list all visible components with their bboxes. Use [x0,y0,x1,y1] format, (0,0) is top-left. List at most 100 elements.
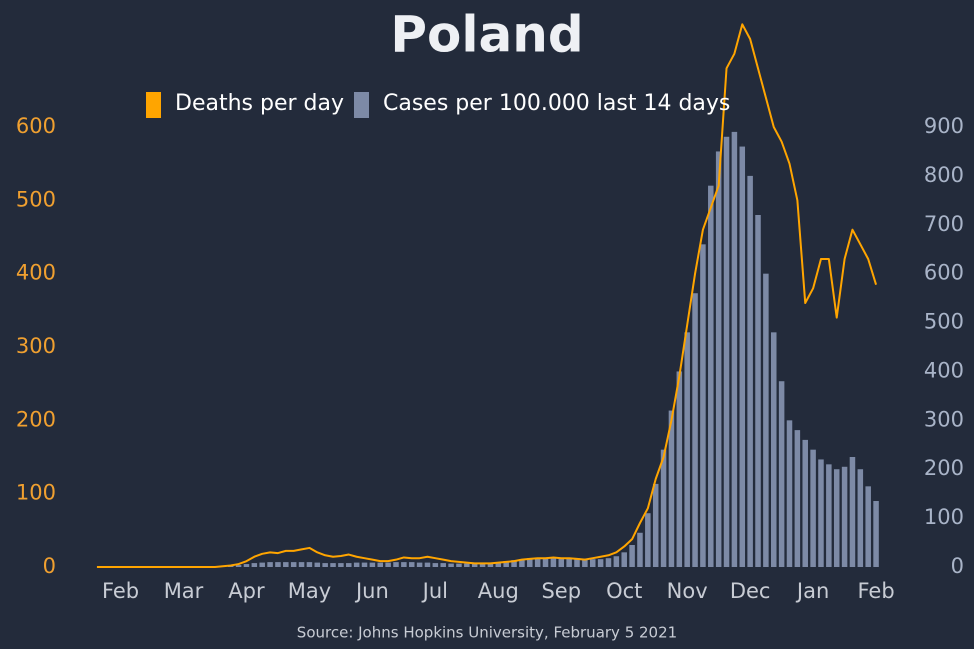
bar [841,466,848,567]
bar [393,562,399,567]
bar [440,563,446,567]
bar [621,552,627,567]
bar [243,564,250,567]
bar [487,562,494,567]
y-tick-label: 300 [16,334,56,358]
x-tick-label: Apr [228,579,265,603]
bar [747,175,753,567]
bar [416,562,423,567]
bar [826,464,832,567]
bar [283,562,289,567]
y2-tick-label: 900 [924,114,964,138]
bar [369,562,376,567]
bar [456,563,462,567]
bar [739,146,746,568]
y-tick-label: 400 [16,261,56,285]
bar [338,563,344,567]
bar [401,562,407,567]
y2-tick-label: 0 [951,554,964,578]
bar [448,563,454,567]
x-tick-label: Jun [354,579,389,603]
bar [794,430,801,567]
bar [550,557,557,567]
bar [857,469,864,567]
x-tick-label: Jan [795,579,829,603]
bar [346,563,352,567]
y2-tick-label: 300 [924,407,964,431]
bar [566,557,572,567]
y2-tick-label: 500 [924,310,964,334]
x-tick-label: Jul [421,579,448,603]
y2-tick-label: 700 [924,212,964,236]
bar [676,371,683,567]
y2-tick-label: 100 [924,505,964,529]
bar [251,563,258,567]
y2-tick-label: 800 [924,163,964,187]
bar [589,559,596,567]
bar [668,410,675,567]
y-tick-label: 500 [16,187,56,211]
x-tick-label: Mar [164,579,204,603]
bar [731,131,738,567]
bar [605,558,612,567]
bar [519,559,525,567]
bar [660,449,667,567]
bar [865,486,871,567]
y2-tick-label: 400 [924,358,964,382]
bar [715,151,722,567]
bar [645,513,651,567]
bar [314,562,321,567]
bar [849,457,856,567]
bar [275,562,281,567]
bar [613,556,620,567]
bar [464,563,470,567]
bar [330,563,336,567]
x-tick-label: Sep [541,579,581,603]
bar [723,136,730,567]
bar [298,562,305,567]
bar [574,558,580,567]
x-tick-label: Aug [478,579,519,603]
source: Source: Johns Hopkins University, Februa… [297,624,677,642]
x-tick-label: Nov [667,579,708,603]
y-tick-label: 100 [16,481,56,505]
y-tick-label: 200 [16,407,56,431]
bar [786,420,793,567]
legend-label: Deaths per day [175,91,344,116]
bar [527,558,533,567]
bar [385,562,391,567]
y2-tick-label: 600 [924,261,964,285]
bar [267,562,273,567]
y-tick-label: 0 [43,554,56,578]
bar [495,562,502,567]
legend-swatch [354,92,369,118]
bar [597,559,604,567]
bar [684,332,690,567]
bar [873,501,879,567]
bar [692,293,698,567]
bar [471,563,478,567]
bar [306,562,313,567]
bar [558,557,565,567]
x-tick-label: Dec [730,579,771,603]
bar [582,558,588,567]
bar [810,449,816,567]
bar [818,459,824,567]
bar [652,483,659,567]
bar [708,185,714,567]
legend-label: Cases per 100.000 last 14 days [383,91,730,116]
bar [322,563,328,567]
bar [833,469,840,567]
bar [629,545,635,567]
bar [700,244,706,568]
x-tick-label: May [288,579,331,603]
line [96,23,878,568]
bar [778,381,785,567]
x-tick-label: Feb [102,579,139,603]
bar [771,332,777,567]
bar [511,560,517,567]
x-tick-label: Oct [606,579,642,603]
bar [432,563,439,567]
